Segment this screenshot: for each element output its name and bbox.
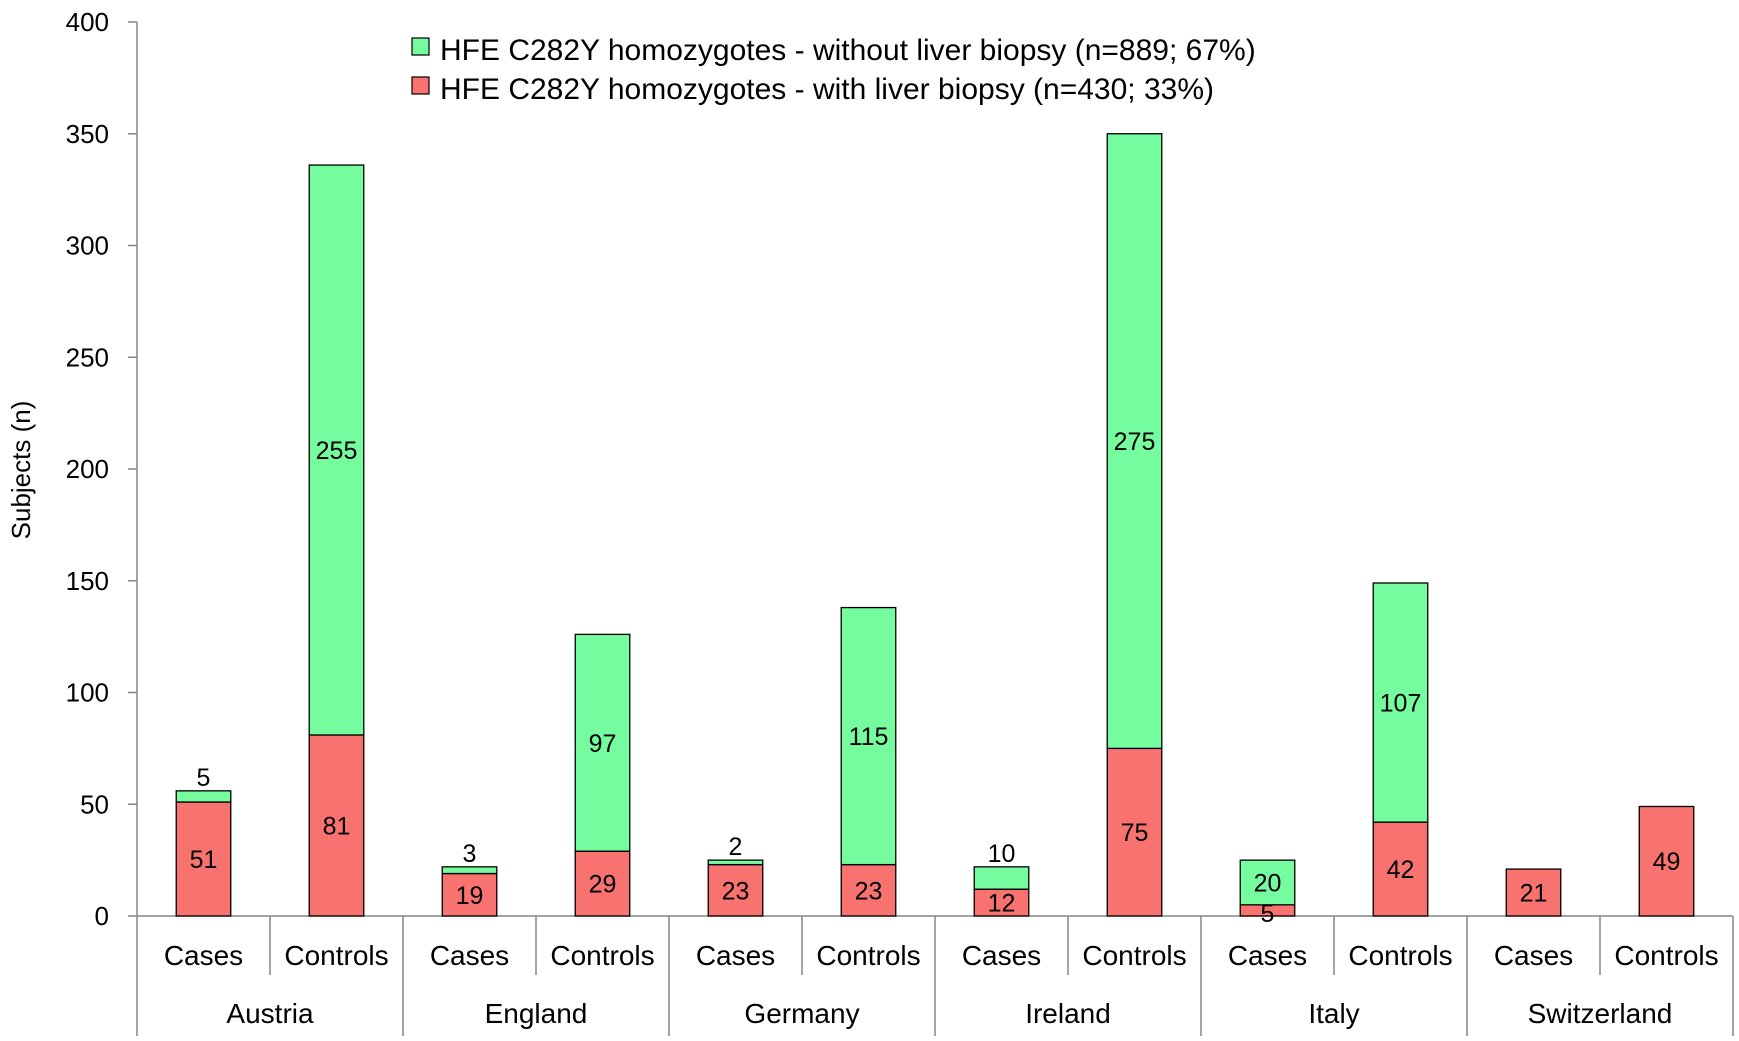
data-label: 97 <box>589 730 617 758</box>
y-tick-label: 50 <box>80 789 109 819</box>
y-tick-label: 200 <box>66 454 109 484</box>
x-category-label: Controls <box>1348 940 1452 971</box>
bar-segment-with-biopsy <box>175 801 232 917</box>
data-label: 23 <box>722 877 750 905</box>
x-category-label: Cases <box>430 940 509 971</box>
x-category-label: Controls <box>1614 940 1718 971</box>
data-label: 23 <box>855 877 883 905</box>
data-label: 255 <box>316 437 358 465</box>
bar-segment-with-biopsy <box>1372 821 1429 917</box>
y-axis: 0 50 100 150 200 250 300 350 400 <box>66 7 138 931</box>
data-label: 19 <box>456 882 484 910</box>
data-label: 21 <box>1520 880 1548 908</box>
data-label: 10 <box>988 840 1016 868</box>
x-axis: Cases Controls Cases Controls Cases Controls C… <box>136 915 1734 1036</box>
bar-segment-without-biopsy <box>574 633 631 852</box>
data-label: 5 <box>1261 900 1275 928</box>
data-labels: 51 5 81 255 19 3 29 97 23 2 23 115 12 10 75 275 5 20 42 107… <box>190 428 1681 928</box>
data-label: 29 <box>589 871 617 899</box>
bar-segment-with-biopsy <box>308 734 365 917</box>
x-group-label: Austria <box>226 998 314 1029</box>
y-axis-title: Subjects (n) <box>6 401 36 540</box>
bar-segment-without-biopsy <box>1239 859 1296 906</box>
bar-segment-without-biopsy <box>840 606 897 866</box>
bar-segment-without-biopsy <box>441 866 498 875</box>
data-label: 12 <box>988 890 1016 918</box>
x-category-label: Controls <box>816 940 920 971</box>
bar-segment-without-biopsy <box>973 866 1030 890</box>
y-tick-label: 350 <box>66 119 109 149</box>
x-group-label: Ireland <box>1025 998 1111 1029</box>
bar-segment-without-biopsy <box>175 790 232 803</box>
data-label: 75 <box>1121 819 1149 847</box>
x-category-label: Cases <box>962 940 1041 971</box>
x-category-label: Cases <box>164 940 243 971</box>
bar-segment-without-biopsy <box>308 164 365 736</box>
data-label: 81 <box>323 812 351 840</box>
y-tick-label: 150 <box>66 566 109 596</box>
data-label: 107 <box>1380 690 1422 718</box>
legend: HFE C282Y homozygotes - without liver bi… <box>411 34 1256 106</box>
x-category-label: Controls <box>1082 940 1186 971</box>
bar-segment-without-biopsy <box>1372 582 1429 823</box>
data-label: 3 <box>463 840 477 868</box>
bar-segment-with-biopsy <box>707 863 764 917</box>
y-tick-label: 250 <box>66 342 109 372</box>
legend-label: HFE C282Y homozygotes - without liver bi… <box>440 34 1256 67</box>
data-label: 2 <box>729 833 743 861</box>
legend-label: HFE C282Y homozygotes - with liver biops… <box>440 73 1214 106</box>
data-label: 42 <box>1387 856 1415 884</box>
x-group-label: England <box>485 998 588 1029</box>
data-label: 5 <box>197 764 211 792</box>
legend-swatch <box>411 37 430 56</box>
bar-segment-with-biopsy <box>1505 868 1562 917</box>
x-category-label: Cases <box>1494 940 1573 971</box>
data-label: 275 <box>1114 428 1156 456</box>
bar-segment-without-biopsy <box>1106 133 1163 750</box>
bar-segment-with-biopsy <box>1638 805 1695 917</box>
x-category-label: Controls <box>284 940 388 971</box>
legend-swatch <box>411 76 430 95</box>
x-category-label: Controls <box>550 940 654 971</box>
x-group-label: Italy <box>1308 998 1359 1029</box>
bar-segment-with-biopsy <box>840 863 897 917</box>
data-label: 51 <box>190 846 218 874</box>
data-label: 49 <box>1653 848 1681 876</box>
x-group-label: Switzerland <box>1528 998 1673 1029</box>
bar-segment-without-biopsy <box>707 859 764 866</box>
bars <box>175 133 1695 917</box>
x-category-label: Cases <box>1228 940 1307 971</box>
data-label: 20 <box>1254 869 1282 897</box>
x-group-label: Germany <box>744 998 859 1029</box>
y-tick-label: 400 <box>66 7 109 37</box>
x-category-label: Cases <box>696 940 775 971</box>
data-label: 115 <box>849 723 889 751</box>
y-tick-label: 0 <box>95 901 109 931</box>
y-tick-label: 100 <box>66 678 109 708</box>
y-tick-label: 300 <box>66 231 109 261</box>
